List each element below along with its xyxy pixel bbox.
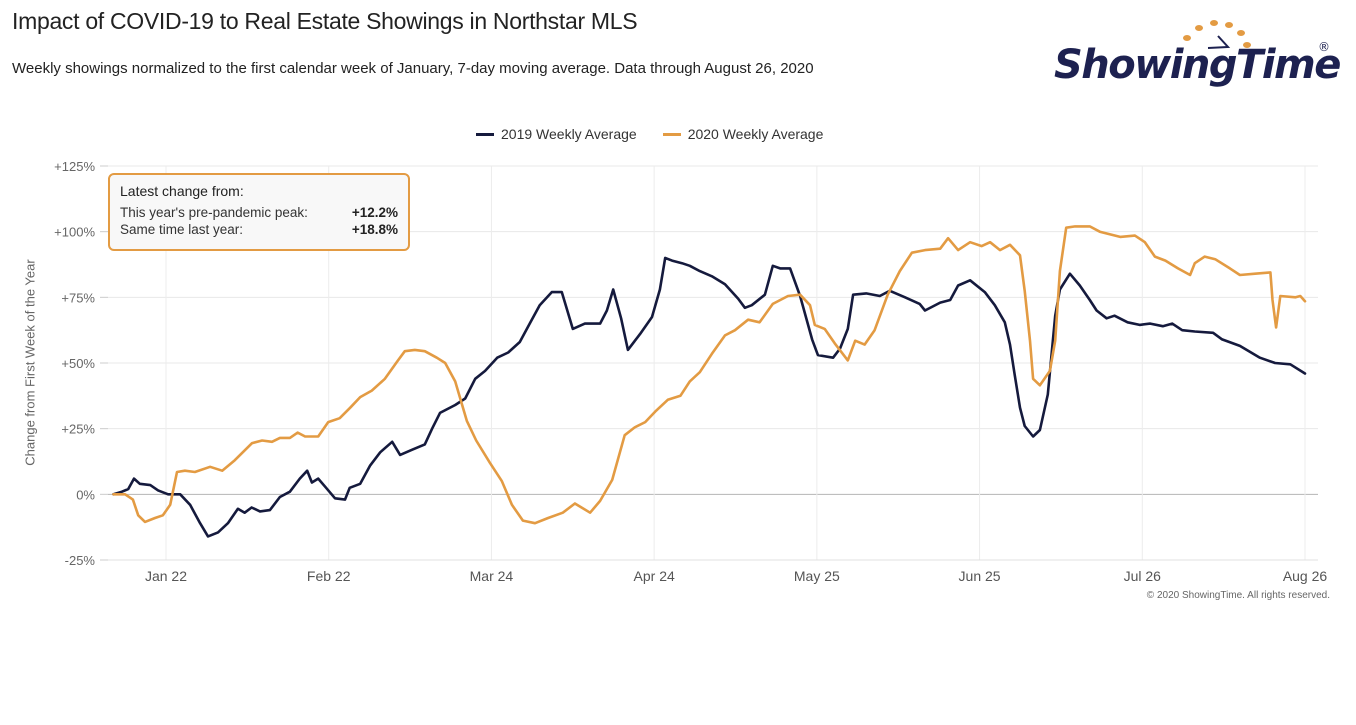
y-axis: -25% 0% +25% +50% +75% +100% +125%: [54, 159, 108, 568]
info-label-peak: This year's pre-pandemic peak:: [120, 205, 308, 220]
legend-item-2020[interactable]: 2020 Weekly Average: [662, 126, 824, 142]
chart-subtitle: Weekly showings normalized to the first …: [12, 60, 814, 77]
y-tick-label: +125%: [54, 159, 95, 174]
legend-swatch-2019: [476, 132, 494, 136]
series-lines: [112, 225, 1307, 538]
latest-change-box: Latest change from: This year's pre-pand…: [108, 173, 410, 251]
x-tick-label: Aug 26: [1283, 568, 1328, 584]
y-axis-label: Change from First Week of the Year: [22, 259, 38, 466]
x-axis: Jan 22 Feb 22 Mar 24 Apr 24 May 25 Jun 25 Jul …: [145, 568, 1327, 584]
copyright-notice: © 2020 ShowingTime. All rights reserved.: [1146, 590, 1330, 601]
x-tick-label: Jul 26: [1124, 568, 1162, 584]
chart-title: Impact of COVID-19 to Real Estate Showin…: [12, 8, 638, 34]
y-tick-label: +100%: [54, 225, 95, 240]
info-label-last-year: Same time last year:: [120, 222, 244, 237]
y-tick-label: +50%: [61, 356, 95, 371]
legend-item-2019[interactable]: 2019 Weekly Average: [476, 126, 637, 142]
y-tick-label: -25%: [65, 553, 96, 568]
legend-label-2020: 2020 Weekly Average: [687, 126, 824, 142]
x-tick-label: Jan 22: [145, 568, 187, 584]
x-tick-label: Apr 24: [634, 568, 675, 584]
legend-label-2019: 2019 Weekly Average: [501, 126, 637, 142]
y-tick-label: +25%: [61, 422, 95, 437]
x-tick-label: May 25: [794, 568, 840, 584]
legend-swatch-2020: [662, 132, 681, 136]
y-tick-label: +75%: [61, 290, 95, 305]
registered-mark: ®: [1318, 40, 1330, 54]
series-line-2020: [112, 225, 1307, 525]
x-tick-label: Mar 24: [470, 568, 514, 584]
info-row-last-year: Same time last year: +18.8%: [120, 221, 398, 238]
info-row-peak: This year's pre-pandemic peak: +12.2%: [120, 204, 398, 221]
info-value-peak: +12.2%: [351, 205, 398, 220]
showingtime-logo: ShowingTime ®: [1050, 14, 1341, 99]
info-box-title: Latest change from:: [120, 183, 244, 199]
clock-dots-icon: [1183, 20, 1251, 49]
info-value-last-year: +18.8%: [351, 222, 398, 237]
chart-legend: 2019 Weekly Average 2020 Weekly Average: [476, 126, 823, 142]
y-tick-label: 0%: [76, 487, 95, 502]
x-tick-label: Feb 22: [307, 568, 351, 584]
logo-text: ShowingTime: [1054, 42, 1341, 88]
x-tick-label: Jun 25: [959, 568, 1001, 584]
